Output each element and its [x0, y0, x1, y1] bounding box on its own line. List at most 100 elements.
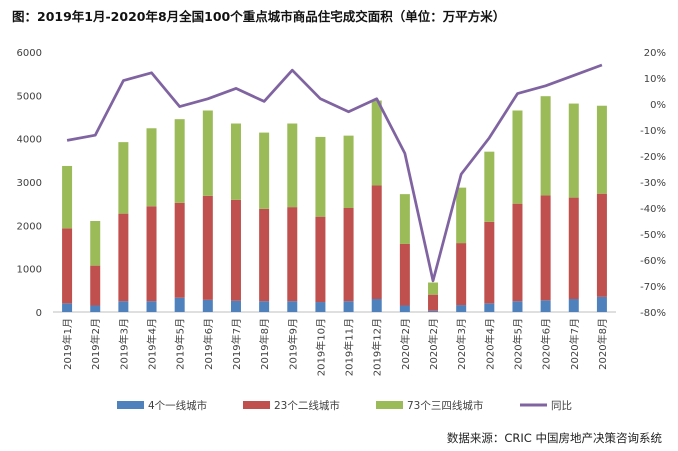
bar-tier1 — [146, 301, 157, 312]
bar-tier3 — [62, 165, 73, 229]
bar-tier3 — [484, 151, 495, 222]
bar-tier2 — [315, 216, 326, 303]
right-tick-label: -20% — [640, 152, 666, 163]
bar-tier3 — [315, 136, 326, 217]
left-tick-label: 1000 — [17, 265, 42, 276]
bar-tier3 — [596, 105, 607, 194]
x-tick-label: 2020年4月 — [483, 318, 496, 370]
legend-swatch-tier1 — [117, 401, 144, 409]
x-tick-label: 2020年6月 — [540, 318, 553, 370]
left-tick-label: 2000 — [17, 221, 42, 232]
bar-tier3 — [512, 110, 523, 204]
x-tick-label: 2019年6月 — [202, 318, 215, 370]
bar-tier3 — [146, 128, 157, 207]
bar-tier3 — [230, 123, 241, 200]
left-axis: 0 1000 2000 3000 4000 5000 6000 — [17, 48, 42, 319]
bar-tier3 — [287, 123, 298, 208]
right-tick-label: -10% — [640, 126, 666, 137]
x-tick-label: 2019年3月 — [117, 318, 130, 370]
x-tick-label: 2019年12月 — [371, 318, 384, 376]
bar-tier1 — [343, 301, 354, 312]
x-tick-label: 2019年9月 — [286, 318, 299, 370]
bar-tier1 — [399, 305, 410, 312]
bar-tier1 — [456, 305, 467, 312]
bar-tier1 — [512, 301, 523, 312]
x-tick-label: 2019年7月 — [230, 318, 243, 370]
bar-tier3 — [174, 119, 185, 203]
bar-tier2 — [343, 208, 354, 302]
legend-label-tier2: 23个二线城市 — [274, 399, 340, 412]
legend-swatch-tier3 — [376, 401, 403, 409]
x-tick-label: 2020年8月 — [596, 318, 609, 370]
bar-tier2 — [230, 199, 241, 301]
bar-tier1 — [568, 299, 579, 312]
bar-tier1 — [596, 296, 607, 312]
left-tick-label: 5000 — [17, 91, 42, 102]
x-tick-label: 2020年5月 — [511, 318, 524, 370]
right-tick-label: -50% — [640, 230, 666, 241]
left-tick-label: 0 — [36, 308, 42, 319]
left-tick-label: 3000 — [17, 178, 42, 189]
legend-label-yoy: 同比 — [551, 399, 572, 412]
right-tick-label: 20% — [644, 48, 666, 59]
x-tick-label: 2019年1月 — [61, 318, 74, 370]
yoy-line-layer — [66, 63, 603, 283]
bar-tier2 — [174, 202, 185, 298]
bar-tier3 — [568, 103, 579, 198]
right-tick-label: -60% — [640, 256, 666, 267]
bar-tier3 — [90, 221, 101, 266]
bar-tier1 — [230, 300, 241, 312]
bar-tier1 — [62, 303, 73, 312]
bars — [62, 96, 607, 312]
right-tick-label: -80% — [640, 308, 666, 319]
bar-tier1 — [484, 303, 495, 312]
bar-tier3 — [456, 187, 467, 244]
x-tick-label: 2019年10月 — [314, 318, 327, 376]
bar-tier2 — [456, 243, 467, 306]
x-tick-label: 2019年8月 — [258, 318, 271, 370]
bar-tier3 — [399, 194, 410, 244]
bar-tier3 — [202, 110, 213, 196]
bar-tier2 — [371, 185, 382, 299]
bar-tier1 — [118, 301, 129, 312]
x-tick-label: 2019年5月 — [174, 318, 187, 370]
bar-tier3 — [540, 96, 551, 196]
bar-tier2 — [540, 195, 551, 301]
left-tick-label: 4000 — [17, 135, 42, 146]
bar-tier2 — [62, 228, 73, 304]
bar-tier2 — [484, 221, 495, 304]
yoy-line — [66, 63, 603, 283]
right-tick-label: -70% — [640, 282, 666, 293]
bar-tier2 — [568, 197, 579, 299]
bar-tier3 — [118, 142, 129, 214]
bar-tier1 — [540, 300, 551, 312]
bar-tier2 — [90, 265, 101, 306]
x-tick-label: 2020年3月 — [455, 318, 468, 370]
bar-tier2 — [399, 243, 410, 306]
legend: 4个一线城市 23个二线城市 73个三四线城市 同比 — [117, 399, 572, 412]
bar-tier1 — [259, 301, 270, 312]
right-tick-label: -30% — [640, 178, 666, 189]
x-tick-label: 2019年11月 — [343, 318, 356, 376]
x-tick-label: 2020年7月 — [568, 318, 581, 370]
bar-tier2 — [428, 294, 439, 311]
bar-tier2 — [512, 203, 523, 302]
bar-tier3 — [428, 282, 439, 295]
bar-tier1 — [174, 297, 185, 312]
source-note: 数据来源：CRIC 中国房地产决策咨询系统 — [447, 431, 663, 445]
legend-swatch-tier2 — [243, 401, 270, 409]
x-tick-label: 2019年2月 — [89, 318, 102, 370]
chart-title: 图：2019年1月-2020年8月全国100个重点城市商品住宅成交面积（单位：万… — [12, 9, 505, 24]
bar-tier2 — [596, 193, 607, 297]
right-tick-label: 10% — [644, 74, 666, 85]
bar-tier3 — [343, 135, 354, 208]
bar-tier1 — [371, 299, 382, 312]
bar-tier1 — [202, 299, 213, 312]
bar-tier2 — [202, 195, 213, 300]
right-tick-label: -40% — [640, 204, 666, 215]
x-tick-label: 2019年4月 — [146, 318, 159, 370]
bar-tier1 — [287, 301, 298, 312]
right-tick-label: 0% — [650, 100, 666, 111]
bar-tier1 — [428, 310, 439, 312]
